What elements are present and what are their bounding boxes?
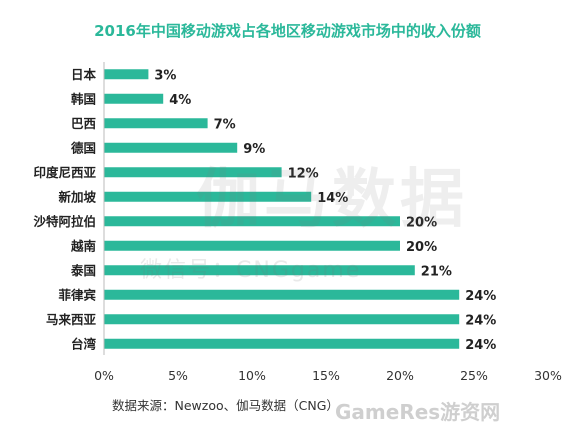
category-label: 德国 bbox=[71, 140, 96, 155]
x-tick-label: 25% bbox=[460, 368, 488, 383]
value-label: 3% bbox=[154, 68, 176, 83]
watermark-wechat: 微信号：CNGgame bbox=[140, 258, 362, 283]
value-label: 9% bbox=[243, 142, 265, 157]
value-label: 20% bbox=[406, 240, 437, 255]
category-label: 巴西 bbox=[71, 116, 96, 131]
bar bbox=[104, 167, 282, 178]
value-label: 14% bbox=[317, 191, 348, 206]
category-label: 台湾 bbox=[71, 336, 97, 351]
category-label: 菲律宾 bbox=[58, 287, 96, 302]
bar bbox=[104, 118, 208, 129]
bar bbox=[104, 265, 415, 276]
bar bbox=[104, 240, 400, 251]
bar bbox=[104, 216, 400, 227]
bar bbox=[104, 191, 312, 202]
bars-group bbox=[104, 69, 460, 349]
value-labels-group: 3% 4% 7% 9% 12% 14% 20% 20% 21% 24% 24% 24% bbox=[154, 68, 496, 353]
value-label: 24% bbox=[465, 289, 496, 304]
x-tick-label: 15% bbox=[312, 368, 340, 383]
watermark-corner: GameRes游资网 bbox=[335, 400, 501, 424]
category-label: 泰国 bbox=[70, 263, 96, 278]
category-label: 沙特阿拉伯 bbox=[33, 214, 96, 229]
x-tick-label: 5% bbox=[168, 368, 188, 383]
category-label: 日本 bbox=[71, 67, 97, 82]
value-label: 24% bbox=[465, 313, 496, 328]
bar bbox=[104, 289, 460, 300]
chart-title: 2016年中国移动游戏占各地区移动游戏市场中的收入份额 bbox=[94, 22, 481, 40]
value-label: 4% bbox=[169, 93, 191, 108]
x-tick-label: 10% bbox=[238, 368, 266, 383]
bar bbox=[104, 314, 460, 325]
category-label: 马来西亚 bbox=[46, 312, 97, 327]
bar bbox=[104, 69, 149, 80]
value-label: 12% bbox=[288, 166, 319, 181]
value-label: 24% bbox=[465, 338, 496, 353]
value-label: 20% bbox=[406, 215, 437, 230]
category-label: 新加坡 bbox=[58, 189, 96, 204]
bar bbox=[104, 142, 238, 153]
x-tick-label: 20% bbox=[386, 368, 414, 383]
value-label: 7% bbox=[214, 117, 236, 132]
value-label: 21% bbox=[421, 264, 452, 279]
watermark-main: 伽马数据 bbox=[196, 163, 468, 237]
x-tick-label: 30% bbox=[534, 368, 562, 383]
category-label: 韩国 bbox=[71, 91, 96, 106]
category-label: 印度尼西亚 bbox=[33, 165, 96, 180]
bar bbox=[104, 93, 164, 104]
bar bbox=[104, 338, 460, 349]
source-note: 数据来源：Newzoo、伽马数据（CNG） bbox=[112, 398, 339, 413]
category-label: 越南 bbox=[70, 238, 97, 253]
x-tick-labels-group: 0% 5% 10% 15% 20% 25% 30% bbox=[94, 368, 562, 383]
x-tick-label: 0% bbox=[94, 368, 114, 383]
